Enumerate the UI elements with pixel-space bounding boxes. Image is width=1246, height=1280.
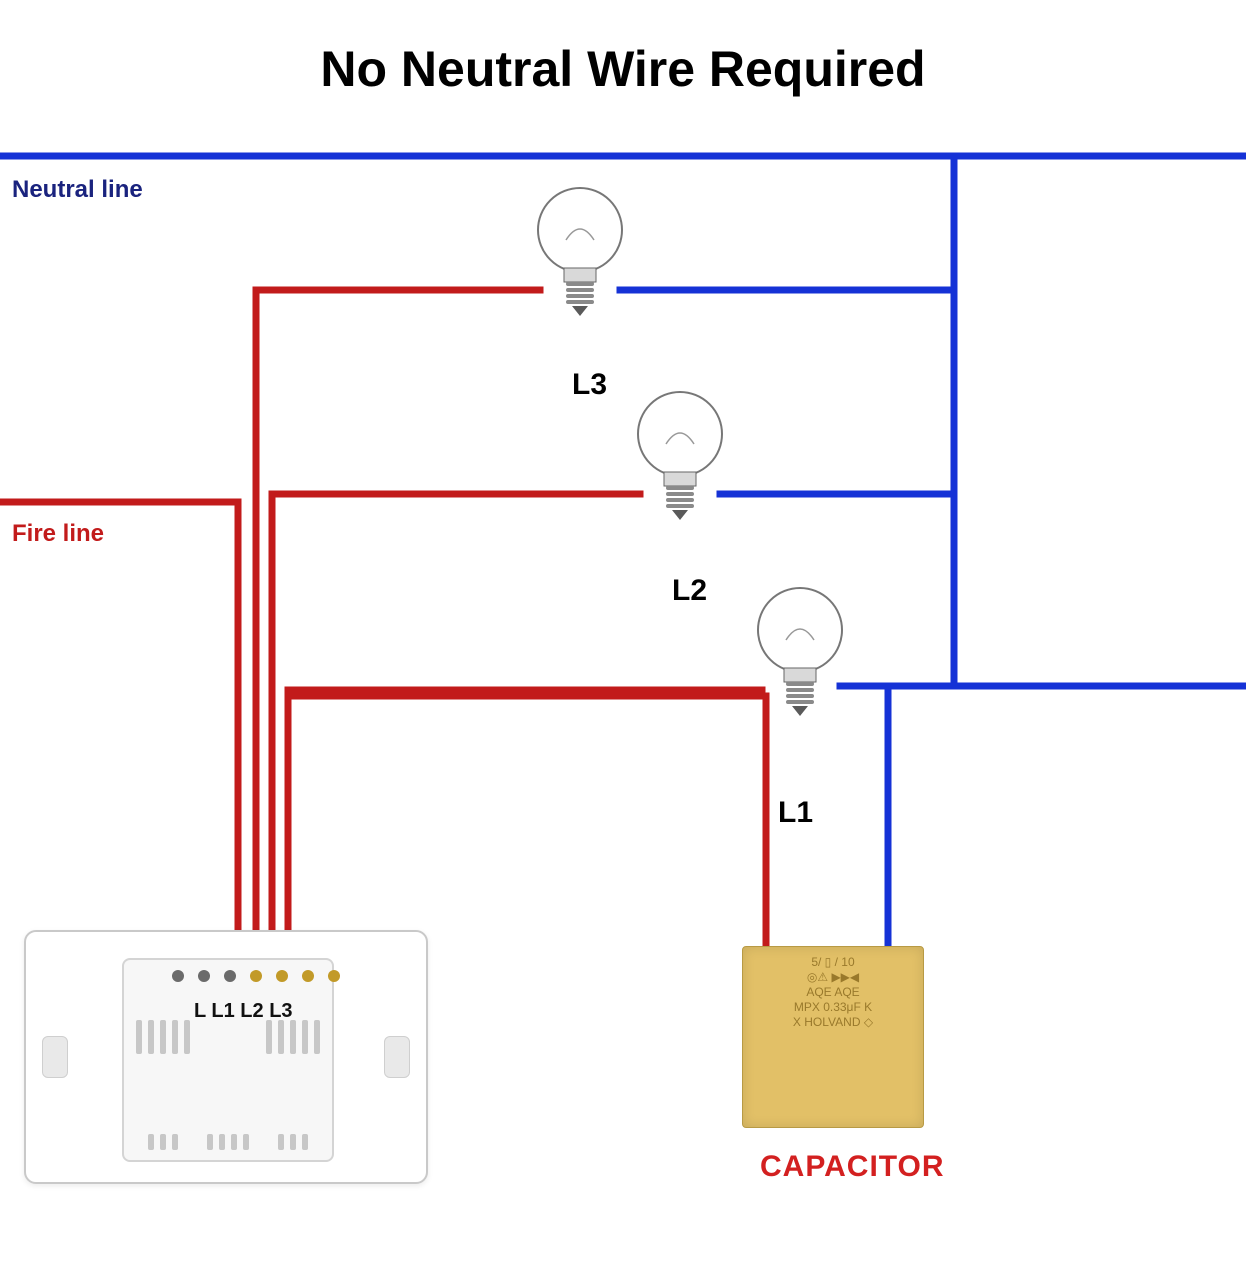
terminal-L3 bbox=[328, 970, 340, 982]
switch-notch-left bbox=[42, 1036, 68, 1078]
bulb-L3-label: L3 bbox=[572, 368, 607, 402]
switch-notch-right bbox=[384, 1036, 410, 1078]
terminal-L bbox=[250, 970, 262, 982]
switch-vent-right bbox=[266, 1020, 320, 1054]
switch-vent-bc bbox=[207, 1134, 249, 1150]
wall-switch: L L1 L2 L3 bbox=[24, 930, 428, 1184]
terminal-L1 bbox=[276, 970, 288, 982]
switch-vent-bl bbox=[148, 1134, 178, 1150]
switch-inner: L L1 L2 L3 bbox=[122, 958, 334, 1162]
capacitor-label: CAPACITOR bbox=[760, 1150, 945, 1184]
switch-vent-br bbox=[278, 1134, 308, 1150]
terminal-L2 bbox=[302, 970, 314, 982]
switch-terminals bbox=[172, 970, 340, 982]
capacitor: 5/ ▯ / 10◎⚠ ▶▶◀AQE AQEMPX 0.33μF KX HOLV… bbox=[742, 946, 924, 1128]
switch-vent-left bbox=[136, 1020, 190, 1054]
diagram-stage: No Neutral Wire Required Neutral line Fi… bbox=[0, 0, 1246, 1280]
bulb-L1-label: L1 bbox=[778, 796, 813, 830]
capacitor-print: 5/ ▯ / 10◎⚠ ▶▶◀AQE AQEMPX 0.33μF KX HOLV… bbox=[751, 955, 915, 1119]
bulb-L2-label: L2 bbox=[672, 574, 707, 608]
